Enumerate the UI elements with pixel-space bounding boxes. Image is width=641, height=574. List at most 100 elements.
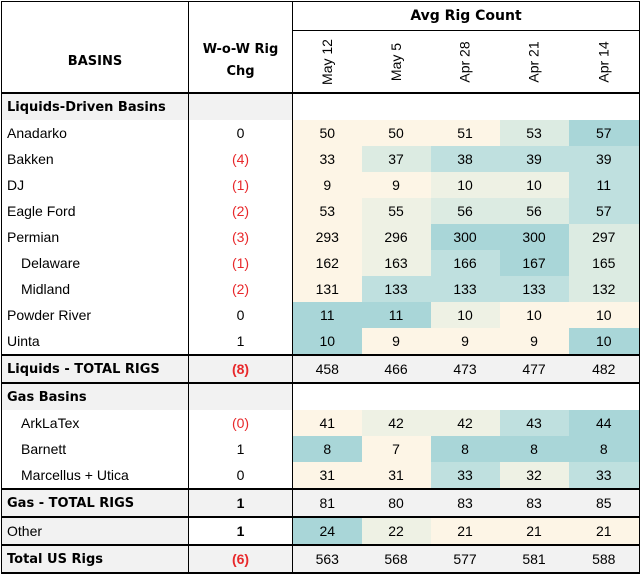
rig-count-cell: 41 <box>292 410 362 436</box>
section-row: Liquids-Driven Basins <box>1 93 641 120</box>
table-row: Delaware (1) 162 163 166 167 165 <box>1 250 641 276</box>
rig-count-cell: 10 <box>430 172 500 198</box>
basin-label: Powder River <box>1 302 189 328</box>
rig-count-cell: 8 <box>568 436 641 462</box>
total-row: Gas - TOTAL RIGS 1 81 80 83 83 85 <box>1 488 641 518</box>
rig-count-cell: 81 <box>292 488 362 518</box>
rig-count-cell: 133 <box>430 276 500 302</box>
week-header-label: Apr 21 <box>526 40 542 83</box>
rig-count-cell: 53 <box>292 198 362 224</box>
week-header-label: May 5 <box>388 42 404 81</box>
rig-count-cell: 9 <box>292 172 362 198</box>
basin-label: Midland <box>1 276 189 302</box>
basins-column-header: BASINS <box>1 30 189 94</box>
section-label: Gas Basins <box>1 383 189 410</box>
rig-count-cell: 56 <box>499 198 569 224</box>
basin-label: ArkLaTex <box>1 410 189 436</box>
rig-count-cell: 39 <box>568 146 641 172</box>
rig-count-cell: 83 <box>499 488 569 518</box>
basin-label: Anadarko <box>1 120 189 146</box>
wow-change: (2) <box>188 276 293 302</box>
section-row: Gas Basins <box>1 383 641 410</box>
week-header-label: Apr 28 <box>457 40 473 83</box>
rig-count-cell: 167 <box>499 250 569 276</box>
wow-change: (0) <box>188 410 293 436</box>
rig-count-cell: 57 <box>568 120 641 146</box>
section-blank <box>188 93 293 120</box>
rig-count-cell: 296 <box>361 224 431 250</box>
rig-count-cell: 80 <box>361 488 431 518</box>
table-row: Barnett 1 8 7 8 8 8 <box>1 436 641 462</box>
wow-change: 0 <box>188 462 293 489</box>
basin-label: Delaware <box>1 250 189 276</box>
basin-label: Bakken <box>1 146 189 172</box>
week-header: Apr 14 <box>568 30 641 94</box>
rig-count-cell: 165 <box>568 250 641 276</box>
rig-count-cell: 31 <box>361 462 431 489</box>
rig-count-cell: 11 <box>361 302 431 328</box>
rig-count-cell: 24 <box>292 516 362 545</box>
wow-change: (2) <box>188 198 293 224</box>
rig-count-cell: 297 <box>568 224 641 250</box>
rig-count-cell: 300 <box>499 224 569 250</box>
table-row: Midland (2) 131 133 133 133 132 <box>1 276 641 302</box>
rig-count-cell: 10 <box>430 302 500 328</box>
wow-change: 1 <box>188 436 293 462</box>
wow-change: 1 <box>188 328 293 355</box>
rig-count-cell: 11 <box>568 172 641 198</box>
rig-count-cell: 9 <box>361 172 431 198</box>
basin-label: Eagle Ford <box>1 198 189 224</box>
rig-count-cell: 473 <box>430 354 500 384</box>
basin-label: Liquids - TOTAL RIGS <box>1 354 189 384</box>
wow-header-line2: Chg <box>226 64 255 80</box>
rig-count-cell: 33 <box>292 146 362 172</box>
rig-count-cell: 11 <box>292 302 362 328</box>
basin-label: Barnett <box>1 436 189 462</box>
basin-label: Uinta <box>1 328 189 355</box>
wow-change: (6) <box>188 544 293 574</box>
rig-count-cell: 7 <box>361 436 431 462</box>
rig-count-cell: 31 <box>292 462 362 489</box>
total-row: Total US Rigs (6) 563 568 577 581 588 <box>1 544 641 574</box>
rig-count-cell: 32 <box>499 462 569 489</box>
rig-count-cell: 38 <box>430 146 500 172</box>
rig-count-cell: 8 <box>292 436 362 462</box>
basin-label: Permian <box>1 224 189 250</box>
rig-count-cell: 482 <box>568 354 641 384</box>
table-row: Marcellus + Utica 0 31 31 33 32 33 <box>1 462 641 489</box>
table-row: Permian (3) 293 296 300 300 297 <box>1 224 641 250</box>
rig-count-cell: 50 <box>292 120 362 146</box>
rig-count-cell: 22 <box>361 516 431 545</box>
total-row: Liquids - TOTAL RIGS (8) 458 466 473 477 482 <box>1 354 641 384</box>
rig-count-cell: 10 <box>568 328 641 355</box>
rig-count-cell: 9 <box>361 328 431 355</box>
rig-count-cell: 10 <box>499 172 569 198</box>
rig-count-cell: 162 <box>292 250 362 276</box>
rig-count-cell: 133 <box>361 276 431 302</box>
rig-count-cell: 577 <box>430 544 500 574</box>
section-blank <box>292 93 641 120</box>
basin-label: Total US Rigs <box>1 544 189 574</box>
wow-column-header: W-o-W Rig Chg <box>188 30 293 94</box>
wow-change: (3) <box>188 224 293 250</box>
rig-count-cell: 588 <box>568 544 641 574</box>
rig-count-cell: 57 <box>568 198 641 224</box>
rig-count-cell: 39 <box>499 146 569 172</box>
rig-count-cell: 9 <box>430 328 500 355</box>
week-header: Apr 21 <box>499 30 569 94</box>
table-row: Bakken (4) 33 37 38 39 39 <box>1 146 641 172</box>
table-row: ArkLaTex (0) 41 42 42 43 44 <box>1 410 641 436</box>
avg-rig-count-header: Avg Rig Count <box>292 1 641 31</box>
rig-count-cell: 21 <box>568 516 641 545</box>
rig-count-cell: 300 <box>430 224 500 250</box>
rig-count-cell: 10 <box>568 302 641 328</box>
rig-count-cell: 163 <box>361 250 431 276</box>
rig-count-cell: 563 <box>292 544 362 574</box>
rig-count-cell: 8 <box>430 436 500 462</box>
rig-count-cell: 56 <box>430 198 500 224</box>
table-row: Uinta 1 10 9 9 9 10 <box>1 328 641 355</box>
wow-header-line1: W-o-W Rig <box>202 42 279 58</box>
rig-count-cell: 466 <box>361 354 431 384</box>
rig-count-cell: 55 <box>361 198 431 224</box>
